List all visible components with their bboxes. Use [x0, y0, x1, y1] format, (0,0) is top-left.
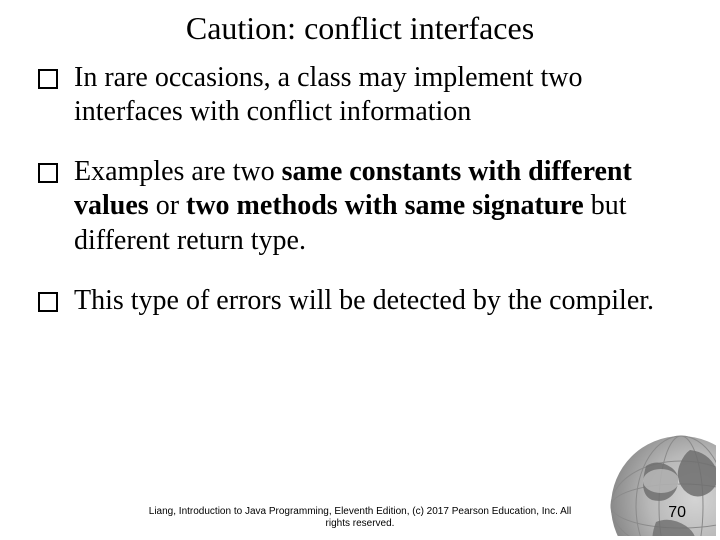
slide: Caution: conflict interfaces In rare occ…: [0, 0, 720, 540]
text-run: This type of errors will be detected by …: [74, 285, 654, 316]
bullet-marker-icon: [38, 292, 58, 312]
bullet-text: Examples are two same constants with dif…: [74, 155, 682, 257]
bullet-item: In rare occasions, a class may implement…: [38, 61, 682, 129]
footer-line: rights reserved.: [326, 518, 395, 529]
footer-credit: Liang, Introduction to Java Programming,…: [0, 506, 720, 530]
footer-line: Liang, Introduction to Java Programming,…: [149, 506, 571, 517]
bullet-item: Examples are two same constants with dif…: [38, 155, 682, 257]
page-number: 70: [668, 504, 686, 522]
bullet-text: This type of errors will be detected by …: [74, 284, 682, 318]
bullet-marker-icon: [38, 163, 58, 183]
text-run: Examples are two: [74, 156, 282, 187]
slide-body: In rare occasions, a class may implement…: [0, 53, 720, 318]
text-run-bold: two methods with same signature: [186, 190, 584, 221]
bullet-item: This type of errors will be detected by …: [38, 284, 682, 318]
text-run: In rare occasions, a class may implement…: [74, 62, 583, 127]
text-run: or: [149, 190, 186, 221]
slide-title: Caution: conflict interfaces: [0, 0, 720, 53]
bullet-text: In rare occasions, a class may implement…: [74, 61, 682, 129]
bullet-marker-icon: [38, 69, 58, 89]
